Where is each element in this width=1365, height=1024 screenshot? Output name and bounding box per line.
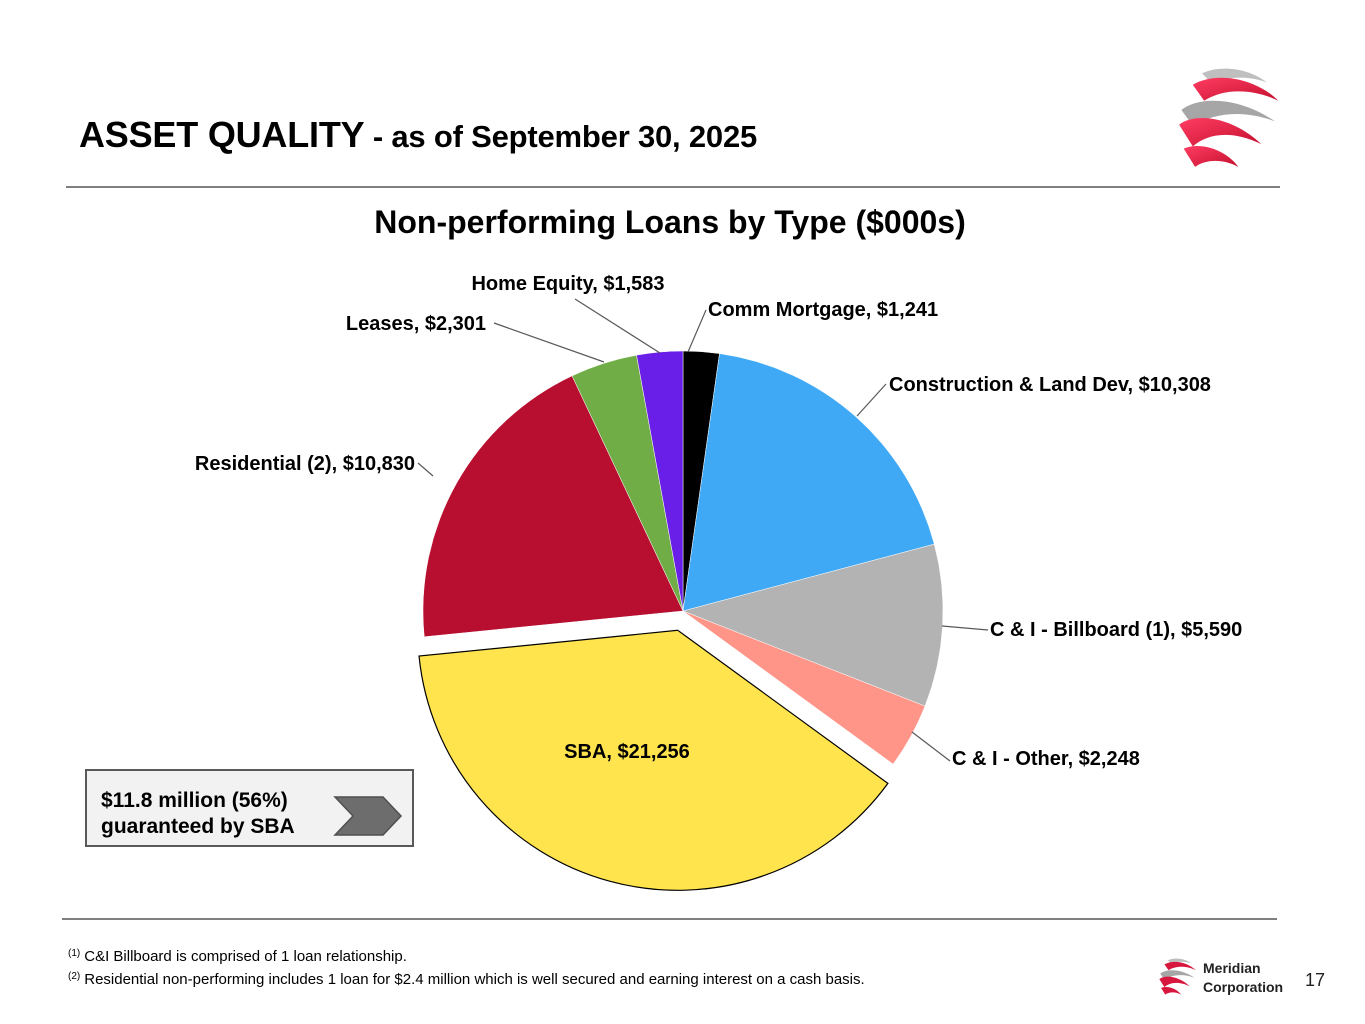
data-label-leases: Leases, $2,301 [346, 313, 486, 335]
callout-text: $11.8 million (56%) guaranteed by SBA [101, 788, 321, 840]
footnotes: (1) C&I Billboard is comprised of 1 loan … [68, 944, 865, 990]
footer-divider [62, 918, 1277, 920]
pie-slice-ci-other [682, 610, 926, 765]
pie-slice-home-equity [636, 350, 684, 612]
meridian-logo-icon [1179, 68, 1279, 167]
footnote-2-marker: (2) [68, 971, 81, 982]
data-label-home-equity: Home Equity, $1,583 [471, 273, 664, 295]
leader-line-residential [417, 462, 434, 477]
leader-line-ci-billboard [941, 625, 989, 631]
data-label-ci-other: C & I - Other, $2,248 [952, 748, 1140, 770]
data-label-construction: Construction & Land Dev, $10,308 [889, 374, 1211, 396]
brand-line-1: Meridian [1203, 960, 1261, 976]
brand-line-2: Corporation [1203, 979, 1284, 995]
footnote-2-text: Residential non-performing includes 1 lo… [84, 971, 865, 988]
meridian-swirl-icon [1159, 958, 1196, 995]
pie-slice-residential [422, 375, 684, 638]
leader-line-home-equity [574, 298, 661, 354]
data-label-comm-mortgage: Comm Mortgage, $1,241 [708, 299, 938, 321]
header-divider [66, 186, 1280, 188]
page-title: ASSET QUALITY - as of September 30, 2025 [79, 114, 757, 156]
footnote-1-text: C&I Billboard is comprised of 1 loan rel… [84, 948, 407, 965]
leader-line-leases [493, 322, 605, 363]
data-label-residential: Residential (2), $10,830 [195, 453, 415, 475]
page-title-main: ASSET QUALITY [79, 114, 365, 155]
footnote-2: (2) Residential non-performing includes 1… [68, 967, 865, 990]
leader-line-construction [856, 383, 887, 417]
callout-line-1: $11.8 million (56%) [101, 789, 288, 812]
page-title-date: - as of September 30, 2025 [364, 119, 758, 154]
pie-slice-sba [418, 629, 889, 891]
pie-slice-construction [682, 353, 935, 612]
chart-title: Non-performing Loans by Type ($000s) [374, 204, 966, 240]
brand-name: Meridian Corporation [1203, 959, 1283, 997]
footnote-1-marker: (1) [68, 948, 81, 959]
sba-guarantee-callout: $11.8 million (56%) guaranteed by SBA [85, 769, 414, 847]
page-number: 17 [1305, 970, 1326, 990]
leader-line-ci-other [911, 731, 951, 762]
chevron-right-icon [333, 796, 403, 836]
callout-line-2: guaranteed by SBA [101, 815, 295, 838]
data-label-ci-billboard: C & I - Billboard (1), $5,590 [990, 619, 1242, 641]
footnote-1: (1) C&I Billboard is comprised of 1 loan … [68, 944, 865, 967]
leader-line-comm-mortgage [687, 309, 707, 353]
data-label-sba: SBA, $21,256 [564, 741, 690, 763]
